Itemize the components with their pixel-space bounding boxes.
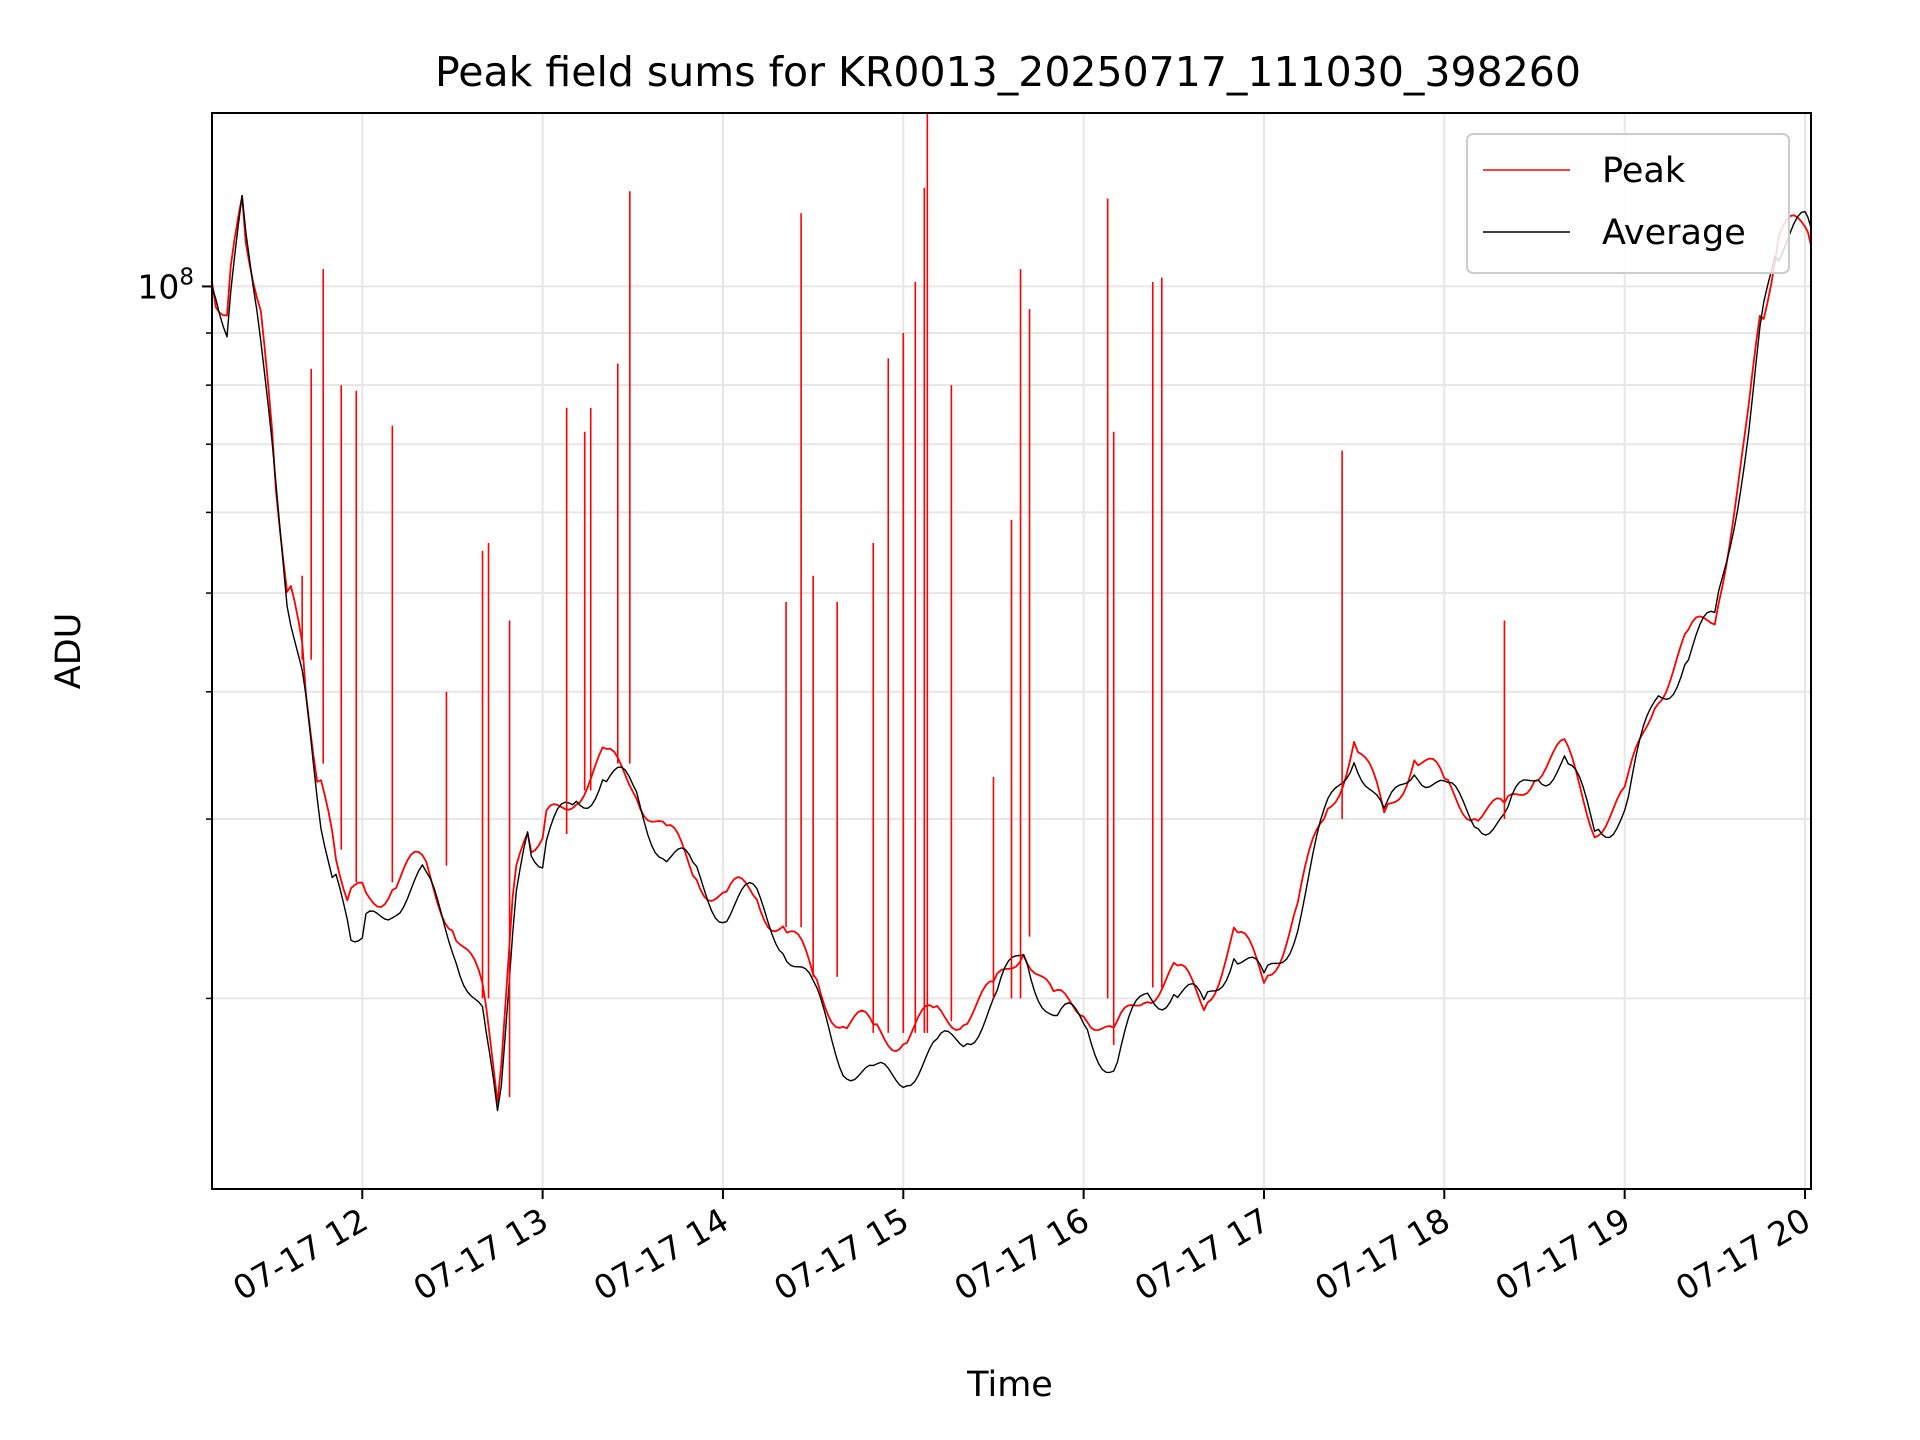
y-tick-base: 10 bbox=[137, 267, 179, 306]
plot-area bbox=[211, 113, 1812, 1112]
y-tick-exponent: 8 bbox=[179, 264, 194, 290]
legend: Peak Average bbox=[1466, 133, 1790, 274]
legend-label-average: Average bbox=[1602, 213, 1746, 253]
chart-title: Peak field sums for KR0013_20250717_1110… bbox=[435, 48, 1581, 96]
x-axis-label: Time bbox=[966, 1365, 1053, 1405]
legend-label-peak: Peak bbox=[1602, 151, 1686, 191]
y-axis: 108 bbox=[137, 264, 212, 1000]
y-tick-label: 108 bbox=[137, 264, 194, 306]
legend-box bbox=[1466, 133, 1790, 274]
y-axis-label: ADU bbox=[49, 613, 89, 690]
plot-frame bbox=[211, 112, 1812, 1190]
